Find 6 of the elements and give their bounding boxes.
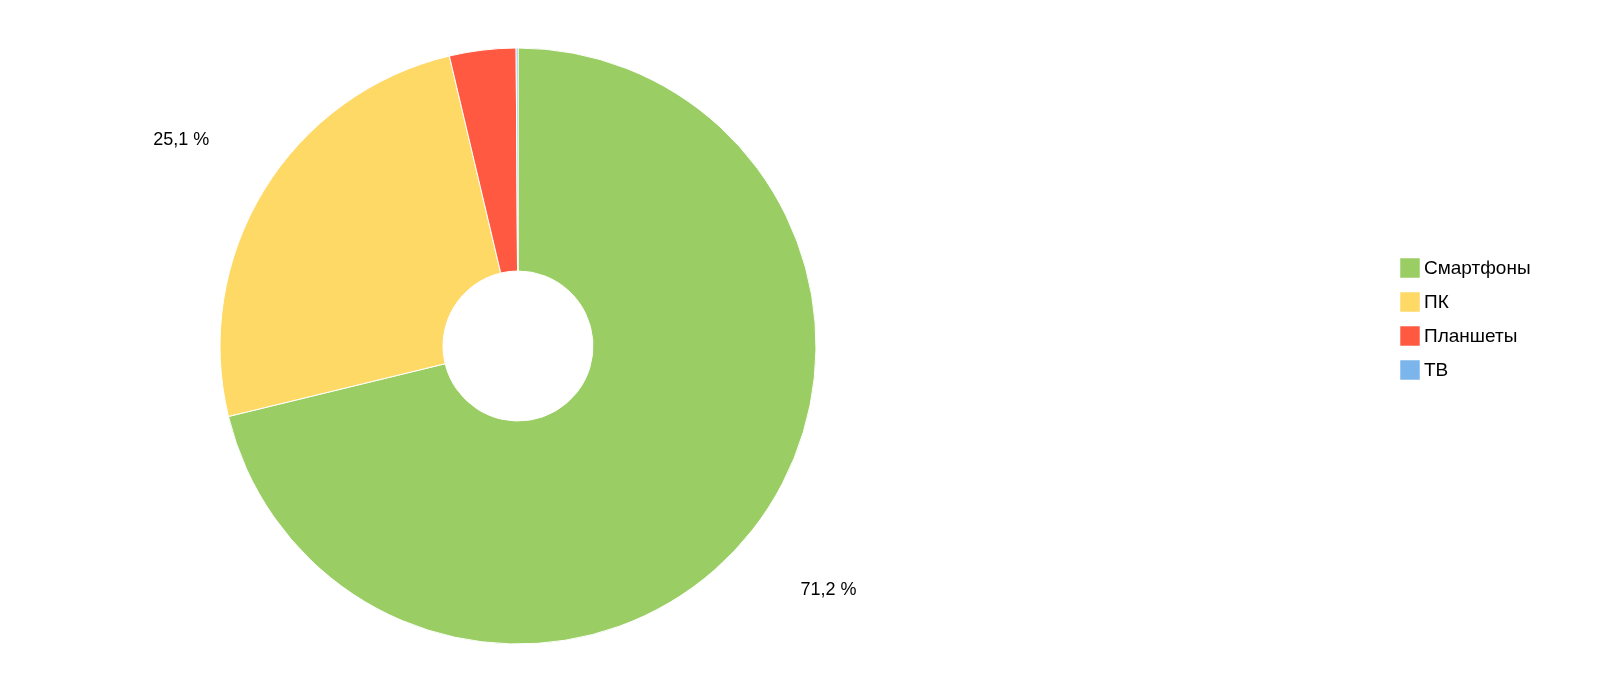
data-label: 25,1 % <box>153 128 210 149</box>
legend-label: Смартфоны <box>1424 257 1531 278</box>
legend-label: Планшеты <box>1424 325 1518 346</box>
legend-label: ТВ <box>1424 359 1449 380</box>
data-label: 71,2 % <box>800 579 857 600</box>
legend-label: ПК <box>1424 291 1449 312</box>
